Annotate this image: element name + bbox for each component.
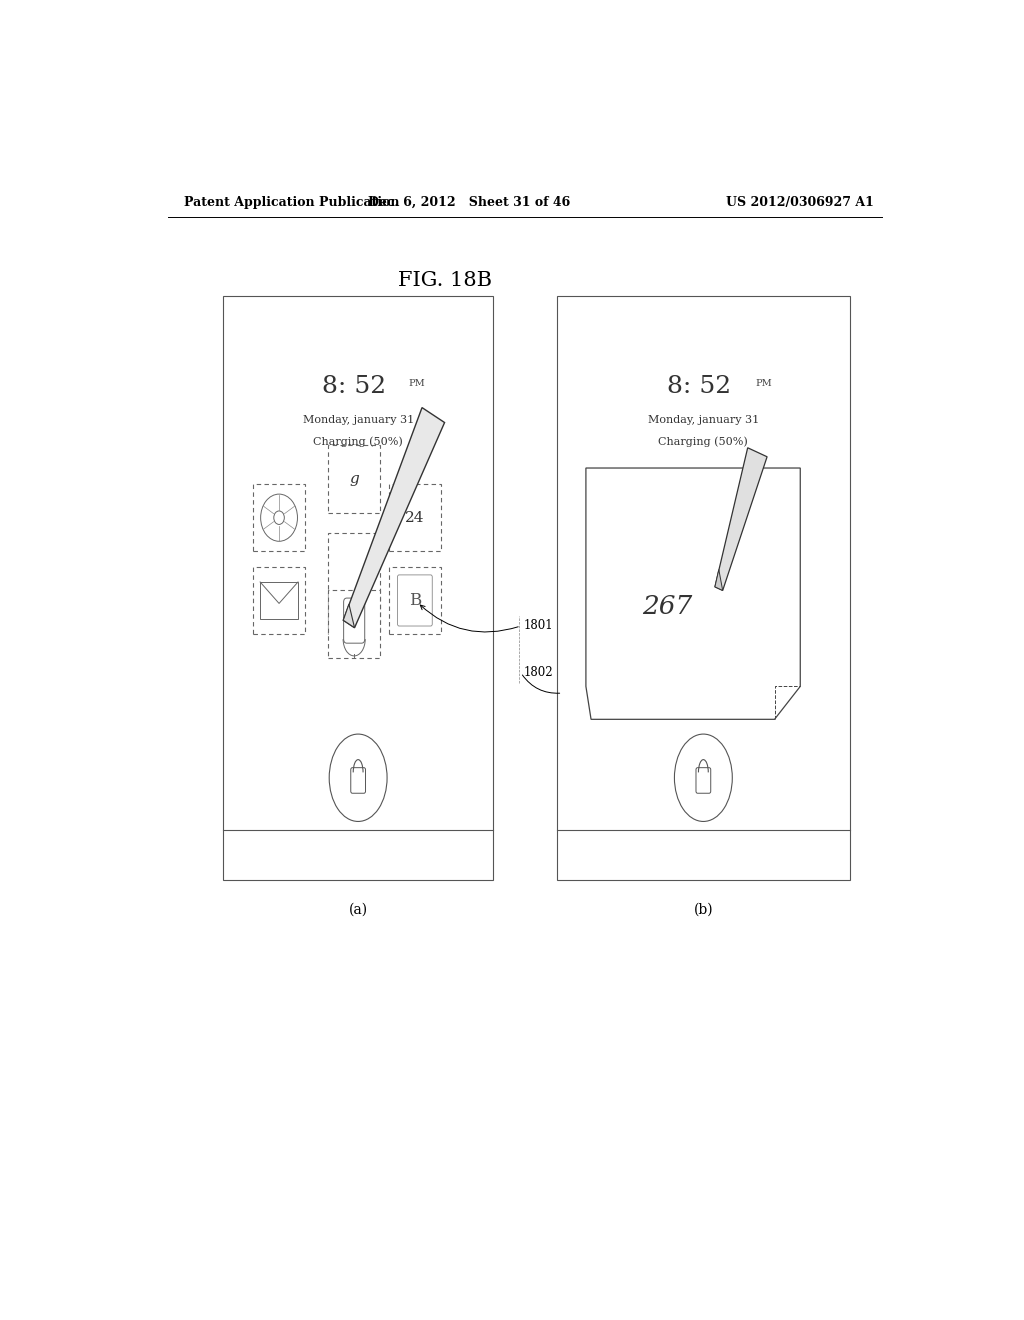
Bar bbox=[223, 296, 494, 880]
Ellipse shape bbox=[675, 734, 732, 821]
Text: FIG. 18B: FIG. 18B bbox=[398, 271, 493, 290]
Text: Patent Application Publication: Patent Application Publication bbox=[183, 195, 399, 209]
Text: Dec. 6, 2012   Sheet 31 of 46: Dec. 6, 2012 Sheet 31 of 46 bbox=[368, 195, 570, 209]
Polygon shape bbox=[343, 605, 354, 628]
Polygon shape bbox=[343, 408, 444, 628]
Text: 267: 267 bbox=[642, 594, 692, 619]
Text: US 2012/0306927 A1: US 2012/0306927 A1 bbox=[726, 195, 873, 209]
Bar bbox=[388, 484, 441, 552]
Bar bbox=[253, 484, 305, 552]
FancyArrowPatch shape bbox=[522, 675, 560, 693]
Text: B: B bbox=[409, 591, 421, 609]
Ellipse shape bbox=[329, 734, 387, 821]
Bar bbox=[260, 582, 298, 619]
Text: PM: PM bbox=[755, 379, 772, 388]
Text: Monday, january 31: Monday, january 31 bbox=[302, 414, 414, 425]
FancyBboxPatch shape bbox=[351, 768, 366, 793]
Text: Charging (50%): Charging (50%) bbox=[313, 437, 403, 447]
Bar bbox=[557, 296, 850, 880]
FancyArrowPatch shape bbox=[420, 605, 518, 632]
Text: 24: 24 bbox=[406, 511, 425, 524]
Polygon shape bbox=[586, 469, 801, 719]
Text: (a): (a) bbox=[348, 903, 368, 916]
Text: 8: 52: 8: 52 bbox=[323, 375, 386, 397]
Bar bbox=[328, 590, 381, 657]
Bar bbox=[253, 566, 305, 634]
Text: 1802: 1802 bbox=[523, 667, 553, 680]
Bar bbox=[328, 533, 381, 634]
Text: 1801: 1801 bbox=[523, 619, 553, 632]
Text: g: g bbox=[349, 473, 359, 486]
Text: PM: PM bbox=[409, 379, 425, 388]
FancyBboxPatch shape bbox=[696, 768, 711, 793]
Text: 8: 52: 8: 52 bbox=[668, 375, 731, 397]
Bar bbox=[388, 566, 441, 634]
Polygon shape bbox=[715, 569, 723, 590]
FancyBboxPatch shape bbox=[344, 598, 365, 643]
Polygon shape bbox=[715, 447, 767, 590]
Text: Charging (50%): Charging (50%) bbox=[658, 437, 749, 447]
Text: (b): (b) bbox=[693, 903, 713, 916]
Bar bbox=[328, 445, 381, 512]
Text: Monday, january 31: Monday, january 31 bbox=[648, 414, 759, 425]
